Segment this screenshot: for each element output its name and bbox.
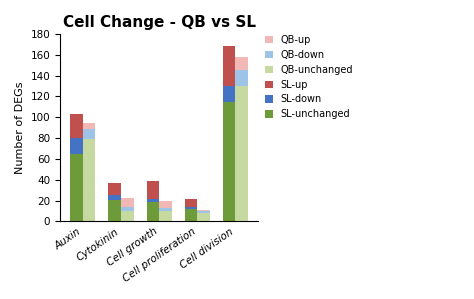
- Bar: [109, 196, 121, 200]
- Title: Cell Change - QB vs SL: Cell Change - QB vs SL: [63, 15, 255, 30]
- Bar: [83, 139, 95, 222]
- Bar: [70, 114, 83, 138]
- Bar: [109, 200, 121, 222]
- Bar: [159, 208, 172, 211]
- Y-axis label: Number of DEGs: Number of DEGs: [15, 81, 25, 174]
- Legend: QB-up, QB-down, QB-unchanged, SL-up, SL-down, SL-unchanged: QB-up, QB-down, QB-unchanged, SL-up, SL-…: [265, 35, 353, 119]
- Bar: [146, 199, 159, 202]
- Bar: [121, 211, 134, 222]
- Bar: [223, 102, 235, 222]
- Bar: [197, 210, 210, 211]
- Bar: [83, 129, 95, 139]
- Bar: [146, 202, 159, 222]
- Bar: [223, 86, 235, 102]
- Bar: [184, 207, 197, 209]
- Bar: [70, 138, 83, 154]
- Bar: [223, 46, 235, 86]
- Bar: [235, 57, 248, 70]
- Bar: [235, 86, 248, 222]
- Bar: [109, 183, 121, 196]
- Bar: [197, 211, 210, 213]
- Bar: [159, 211, 172, 222]
- Bar: [121, 207, 134, 211]
- Bar: [184, 199, 197, 207]
- Bar: [146, 181, 159, 199]
- Bar: [197, 213, 210, 222]
- Bar: [235, 70, 248, 86]
- Bar: [83, 123, 95, 129]
- Bar: [70, 154, 83, 222]
- Bar: [184, 209, 197, 222]
- Bar: [159, 201, 172, 208]
- Bar: [121, 198, 134, 207]
